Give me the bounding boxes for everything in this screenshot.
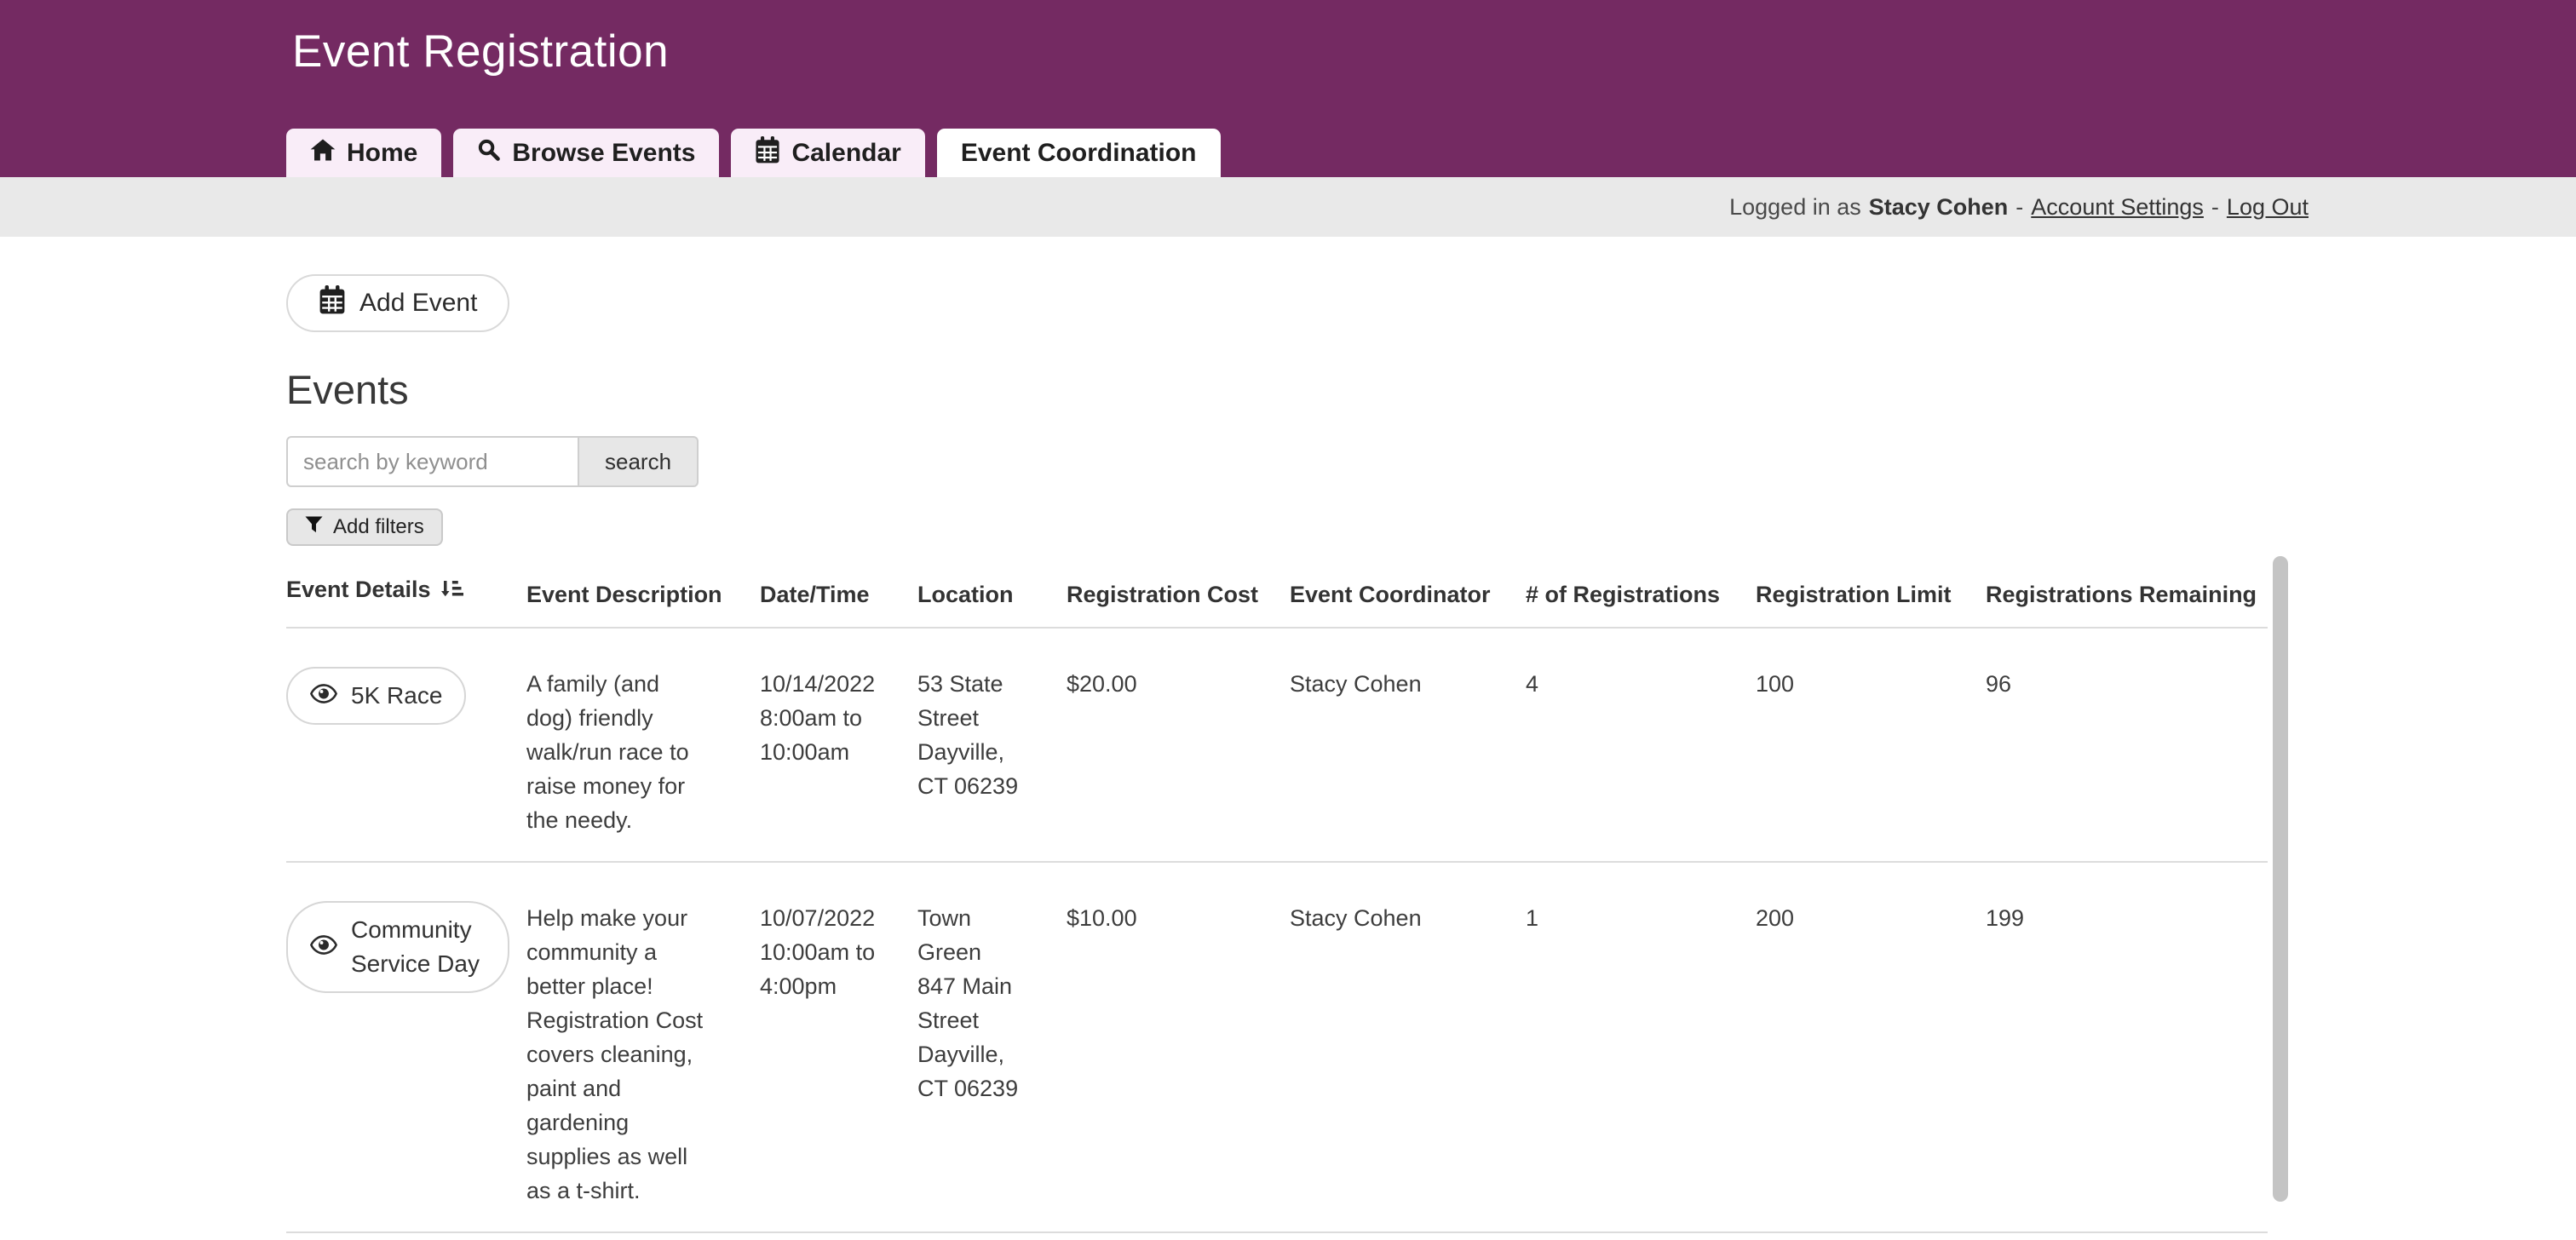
date-time-cell: 10/14/2022 8:00am to 10:00am [760,628,917,863]
event-name: Community Service Day [351,916,480,977]
table-header-row: Event Details Event Description Date/Tim… [286,566,2268,629]
logout-link[interactable]: Log Out [2226,193,2309,220]
eye-icon [310,679,337,713]
search-button[interactable]: search [578,436,699,487]
column-header-date-time: Date/Time [760,566,917,629]
registrations-remaining-cell: 96 [1986,628,2268,863]
app-header: Event Registration Home Browse Events [0,0,2576,177]
table-row: Community Service Day Help make your com… [286,862,2268,1233]
location-cell: 53 State Street Dayville, CT 06239 [917,628,1067,863]
tab-label: Home [347,138,418,167]
registration-limit-cell: 100 [1756,628,1986,863]
tab-browse-events[interactable]: Browse Events [453,129,720,177]
main-content: Add Event Events search Add filters Even… [0,237,2576,1233]
tab-label: Event Coordination [960,138,1197,167]
add-filters-button[interactable]: Add filters [286,508,443,546]
home-icon [310,138,336,169]
registration-cost-cell: $20.00 [1067,628,1290,863]
column-header-event-details[interactable]: Event Details [286,566,526,629]
tab-calendar[interactable]: Calendar [731,129,925,177]
column-header-registration-cost: Registration Cost [1067,566,1290,629]
calendar-icon [319,285,346,321]
event-details-button[interactable]: 5K Race [286,667,467,725]
event-details-button[interactable]: Community Service Day [286,901,509,993]
column-header-event-coordinator: Event Coordinator [1290,566,1526,629]
event-name: 5K Race [351,682,443,709]
registrations-remaining-cell: 199 [1986,862,2268,1233]
add-event-button[interactable]: Add Event [286,274,510,332]
user-name: Stacy Cohen [1868,193,2009,220]
table-scrollbar[interactable] [2273,556,2288,1202]
eye-icon [310,930,337,964]
search-input[interactable] [286,436,579,487]
separator: - [2211,193,2219,220]
column-header-registrations-remaining: Registrations Remaining [1986,566,2268,629]
tab-event-coordination[interactable]: Event Coordination [936,129,1221,177]
logged-in-text: Logged in as [1729,193,1861,220]
sort-icon [438,581,464,607]
separator: - [2015,193,2024,220]
column-header-num-registrations: # of Registrations [1526,566,1756,629]
tab-label: Calendar [791,138,901,167]
column-header-registration-limit: Registration Limit [1756,566,1986,629]
page-title: Event Registration [292,26,670,77]
event-description-cell: Help make your community a better place!… [526,862,760,1233]
event-coordinator-cell: Stacy Cohen [1290,628,1526,863]
event-details-cell: 5K Race [286,628,526,863]
account-bar: Logged in as Stacy Cohen - Account Setti… [0,177,2576,237]
calendar-icon [755,135,780,170]
search-icon [477,138,501,169]
column-header-location: Location [917,566,1067,629]
tab-label: Browse Events [512,138,696,167]
location-cell: Town Green 847 Main Street Dayville, CT … [917,862,1067,1233]
registration-cost-cell: $10.00 [1067,862,1290,1233]
events-heading: Events [286,367,409,412]
events-table: Event Details Event Description Date/Tim… [286,566,2268,1233]
filter-icon [305,515,323,539]
event-description-cell: A family (and dog) friendly walk/run rac… [526,628,760,863]
tab-home[interactable]: Home [286,129,442,177]
table-row: 5K Race A family (and dog) friendly walk… [286,628,2268,863]
account-settings-link[interactable]: Account Settings [2031,193,2204,220]
event-details-cell: Community Service Day [286,862,526,1233]
num-registrations-cell: 1 [1526,862,1756,1233]
add-filters-label: Add filters [333,515,424,538]
event-coordinator-cell: Stacy Cohen [1290,862,1526,1233]
date-time-cell: 10/07/2022 10:00am to 4:00pm [760,862,917,1233]
add-event-label: Add Event [359,289,478,317]
primary-tabs: Home Browse Events Calend [286,129,1221,177]
registration-limit-cell: 200 [1756,862,1986,1233]
column-header-event-description: Event Description [526,566,760,629]
search-bar: search [286,436,2290,487]
num-registrations-cell: 4 [1526,628,1756,863]
